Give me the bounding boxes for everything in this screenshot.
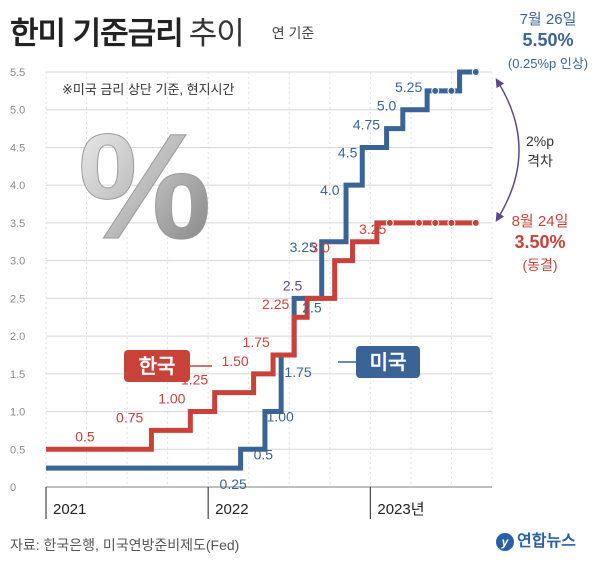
year-label: 2023년 (377, 501, 424, 518)
legend-korea-box (124, 350, 190, 382)
usa-rate-line (46, 69, 476, 471)
news-logo: y 연합뉴스 (496, 527, 576, 551)
legend-korea-label: 한국 (139, 355, 176, 378)
korea-hold-marker (415, 218, 424, 227)
y-tick-label: 3.5 (10, 218, 25, 230)
gap-value: 2%p (526, 133, 554, 149)
usa-value-label: 0.5 (254, 446, 274, 462)
year-label: 2022 (215, 501, 248, 518)
korea-value-label: 2.5 (283, 277, 303, 293)
y-tick-label: 1.5 (10, 369, 25, 381)
korea-value-label: 1.00 (158, 391, 185, 407)
usa-change: (0.25%p 인상) (508, 56, 588, 71)
korea-value-label: 0.5 (75, 428, 95, 444)
korea-hold-marker (447, 218, 456, 227)
korea-hold-marker (471, 218, 480, 227)
usa-value-label: 4.0 (320, 182, 340, 198)
usa-value-label: 0.25 (220, 476, 247, 492)
logo-icon: y (496, 533, 514, 551)
korea-value-label: 0.75 (116, 409, 143, 425)
usa-value-label: 1.75 (284, 364, 311, 380)
percent-symbol: % (78, 102, 211, 270)
korea-rate-line (46, 220, 476, 452)
usa-value-label: 1.00 (267, 409, 294, 425)
y-tick-label: 0.5 (10, 444, 25, 456)
korea-rate: 3.50% (514, 232, 565, 252)
korea-change: (동결) (522, 257, 557, 273)
usa-rate: 5.50% (522, 30, 573, 50)
y-tick-label: 2.0 (10, 331, 25, 343)
note-text: ※미국 금리 상단 기준, 현지시간 (62, 82, 235, 97)
year-label: 2021 (53, 501, 86, 518)
title-main: 한미 기준금리 (10, 16, 184, 51)
chart-title: 한미 기준금리 추이 연 기준 (10, 8, 314, 53)
korea-hold-marker (431, 218, 440, 227)
korea-value-label: 3.25 (359, 221, 386, 237)
title-sub: 추이 (188, 16, 245, 51)
usa-date: 7월 26일 (520, 11, 577, 28)
y-tick-label: 4.0 (10, 180, 25, 192)
korea-value-label: 1.75 (243, 334, 270, 350)
usa-value-label: 5.0 (377, 98, 397, 114)
usa-hold-marker (431, 86, 440, 95)
y-tick-label: 1.0 (10, 407, 25, 419)
title-basis: 연 기준 (271, 25, 315, 41)
usa-value-label: 3.25 (290, 239, 317, 255)
legend-usa-box (356, 346, 420, 378)
korea-value-label: 3.0 (310, 240, 330, 256)
y-tick-label: 0 (10, 482, 16, 494)
korea-value-label: 2.25 (262, 296, 289, 312)
source-note: 자료: 한국은행, 미국연방준비제도(Fed) (10, 537, 240, 553)
y-tick-label: 4.5 (10, 142, 25, 154)
usa-hold-marker (447, 86, 456, 95)
usa-value-label: 2.5 (302, 299, 322, 315)
korea-date: 8월 24일 (512, 213, 569, 230)
gap-word: 격차 (527, 153, 553, 169)
y-tick-label: 3.0 (10, 256, 25, 268)
logo-text: 연합뉴스 (517, 533, 576, 550)
gap-arc (495, 78, 520, 222)
legend-usa-label: 미국 (370, 351, 407, 374)
usa-value-label: 4.75 (353, 117, 380, 133)
usa-hold-marker (471, 68, 480, 76)
y-tick-label: 5.5 (10, 67, 25, 79)
korea-value-label: 1.50 (221, 353, 248, 369)
y-tick-label: 5.0 (10, 105, 25, 117)
usa-value-label: 4.5 (338, 144, 358, 160)
korea-hold-marker (385, 218, 394, 227)
usa-value-label: 5.25 (395, 79, 422, 95)
y-tick-label: 2.5 (10, 293, 25, 305)
